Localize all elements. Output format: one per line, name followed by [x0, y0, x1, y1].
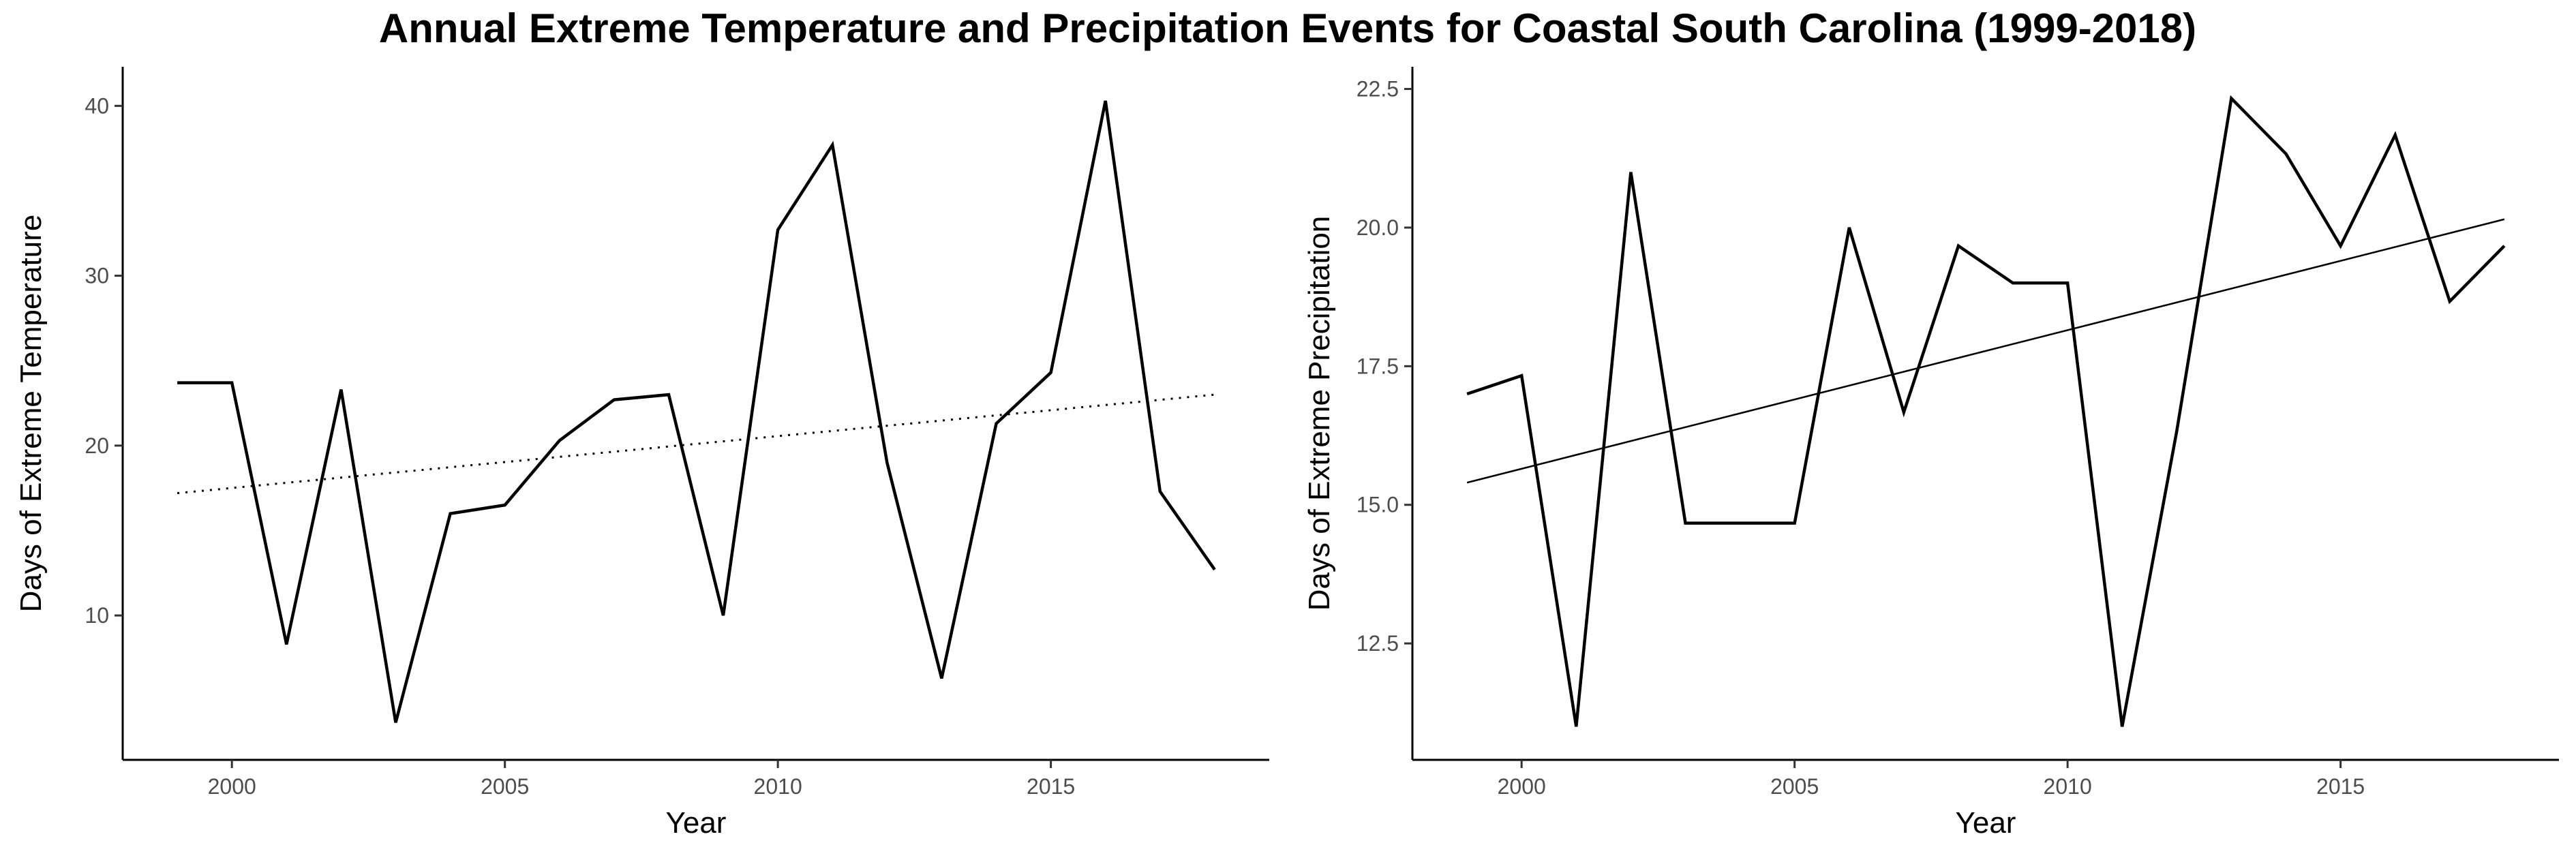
y-tick-label: 40 [85, 93, 109, 118]
x-tick-label: 2015 [2316, 774, 2365, 799]
temperature-trend-line [177, 393, 1215, 495]
y-tick-label: 20.0 [1357, 215, 1399, 240]
y-tick-label: 17.5 [1357, 354, 1399, 378]
precipitation-series-line [1466, 95, 2506, 727]
x-axis-title: Year [1956, 806, 2016, 840]
y-tick-label: 30 [85, 264, 109, 288]
x-tick-label: 2010 [754, 774, 802, 799]
temperature-series-line [177, 100, 1216, 723]
precipitation-panel: 2000 2005 2010 2015 12.5 15.0 17.5 20.0 22.5 Year… [1303, 67, 2559, 840]
y-axis-title: Days of Extreme Temperature [14, 215, 48, 613]
x-tick-label: 2010 [2044, 774, 2092, 799]
y-axis-title: Days of Extreme Precipitation [1303, 216, 1336, 611]
y-tick-label: 20 [85, 433, 109, 458]
y-tick-label: 15.0 [1357, 493, 1399, 517]
x-tick-label: 2000 [208, 774, 256, 799]
temperature-panel: 2000 2005 2010 2015 10 20 30 40 Year Days of Extr… [14, 67, 1269, 840]
x-tick-label: 2005 [1770, 774, 1819, 799]
y-tick-label: 12.5 [1357, 631, 1399, 656]
x-tick-label: 2000 [1498, 774, 1546, 799]
figure-title: Annual Extreme Temperature and Precipita… [379, 5, 2196, 51]
x-tick-label: 2005 [481, 774, 529, 799]
x-axis-title: Year [666, 806, 727, 840]
y-tick-label: 10 [85, 603, 109, 628]
x-tick-label: 2015 [1027, 774, 1075, 799]
precipitation-trend-line [1466, 218, 2505, 484]
y-tick-label: 22.5 [1357, 77, 1399, 102]
